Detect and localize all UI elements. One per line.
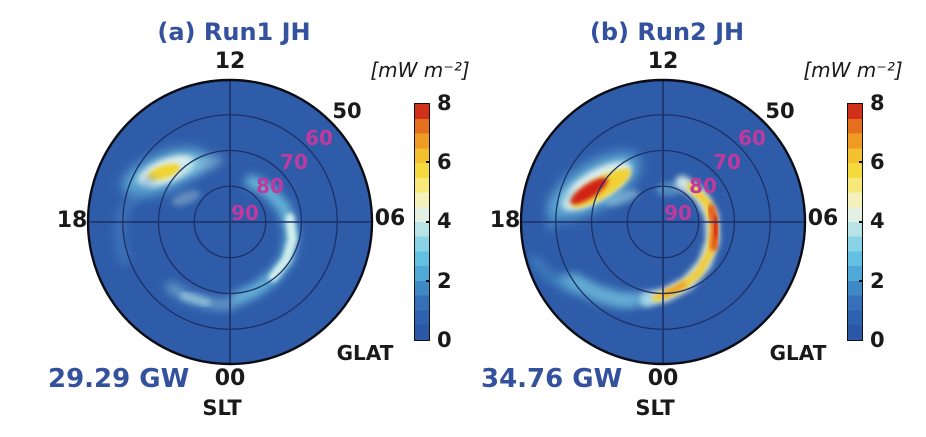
glat-ring-label-60: 60 [305,126,333,150]
colorbar-tick-mark [426,280,430,282]
glat-ring-label-80: 80 [689,174,717,198]
colorbar-tick-2: 2 [437,269,452,293]
grid-layer [88,80,372,364]
colorbar-tick-6: 6 [870,150,885,174]
glat-ring-label-50: 50 [765,99,795,123]
slt-label-00: 00 [214,366,246,391]
slt-label-18: 18 [56,208,88,233]
integrated-power-value: 29.29 GW [48,364,190,394]
glat-ring-label-90: 90 [231,201,259,225]
slt-label-18: 18 [489,208,521,233]
colorbar-unit-label: [mW m⁻²] [803,58,903,82]
colorbar-tick-8: 8 [437,91,452,115]
colorbar-tick-mark [426,221,430,223]
colorbar-tick-6: 6 [437,150,452,174]
panel-title: (b) Run2 JH [589,18,745,46]
polar-dial-plot [86,78,374,366]
panel-title: (a) Run1 JH [157,18,311,46]
colorbar: 8 6 4 2 0 [414,92,452,351]
glat-ring-label-90: 90 [664,201,692,225]
glat-axis-name: GLAT [336,341,394,365]
slt-axis-name: SLT [635,396,675,420]
glat-ring-label-70: 70 [280,150,308,174]
colorbar-tick-mark [426,161,430,163]
colorbar-tick-8: 8 [870,91,885,115]
glat-ring-label-70: 70 [713,150,741,174]
dial-clip-group [521,80,805,364]
grid-layer [521,80,805,364]
integrated-power-value: 34.76 GW [481,364,623,394]
slt-axis-name: SLT [202,396,242,420]
glat-ring-label-50: 50 [332,99,362,123]
colorbar-tick-4: 4 [437,209,452,233]
slt-label-06: 06 [374,206,406,231]
colorbar-unit-label: [mW m⁻²] [370,58,470,82]
polar-dial-plot [519,78,807,366]
colorbar-tick-0: 0 [870,328,885,352]
slt-label-00: 00 [647,366,679,391]
slt-label-06: 06 [807,206,839,231]
colorbar-tick-2: 2 [870,269,885,293]
panel-run1-jh: (a) Run1 JH 12 18 06 00 SLT GLAT 50 60 7… [48,18,470,420]
glat-ring-label-60: 60 [738,126,766,150]
colorbar-tick-0: 0 [437,328,452,352]
dial-clip-group [88,80,372,364]
colorbar-tick-mark [859,221,863,223]
slt-label-12: 12 [214,49,246,74]
dial-outline [86,78,374,366]
panel-run2-jh: (b) Run2 JH 12 18 06 00 SLT GLAT 50 60 7… [433,0,903,437]
glat-ring-label-80: 80 [256,174,284,198]
colorbar-tick-4: 4 [870,209,885,233]
colorbar: 8 6 4 2 0 [847,92,885,351]
colorbar-tick-mark [859,280,863,282]
dial-outline [519,78,807,366]
slt-label-12: 12 [647,49,679,74]
colorbar-tick-mark [859,161,863,163]
glat-axis-name: GLAT [769,341,827,365]
